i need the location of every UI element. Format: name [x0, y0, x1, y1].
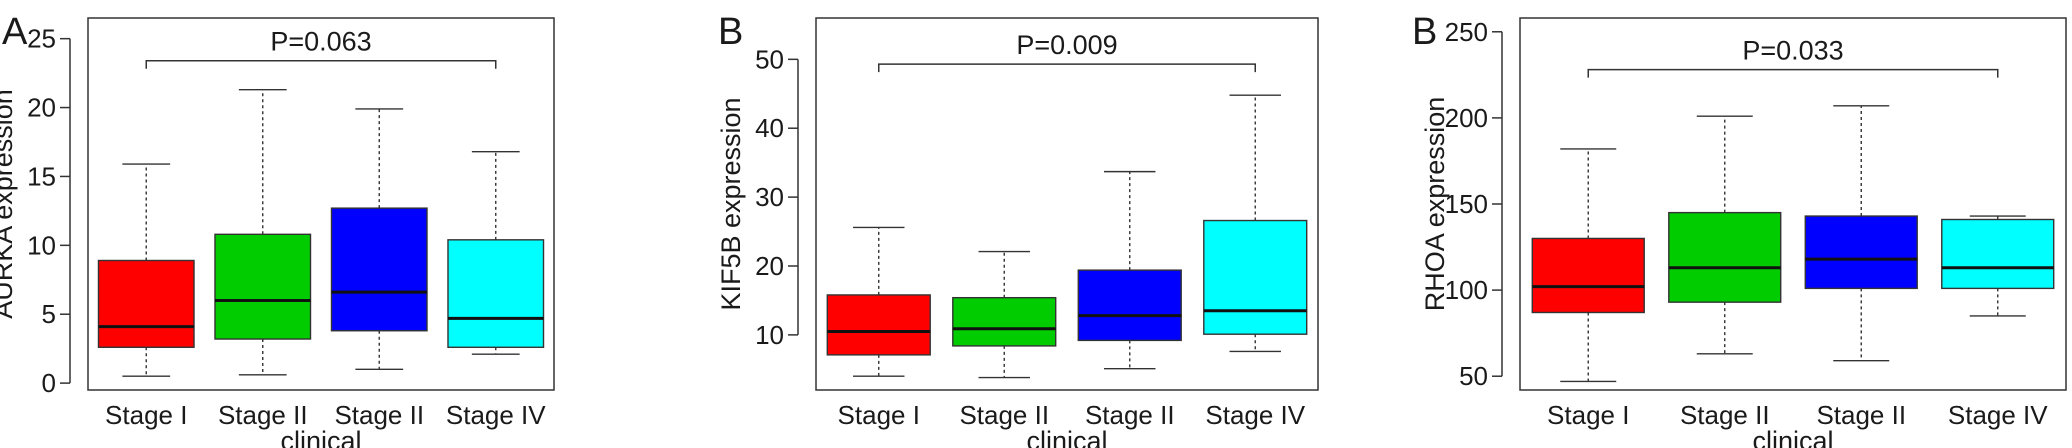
y-axis-title: AURKA expression	[0, 89, 18, 319]
box-4	[1941, 215, 2055, 317]
box-body	[447, 239, 545, 348]
box-3	[1804, 105, 1918, 362]
y-tick-label: 5	[42, 299, 56, 329]
y-tick-label: 100	[1445, 275, 1488, 305]
x-tick-label: Stage II	[218, 400, 308, 430]
y-tick-label: 30	[755, 182, 784, 212]
box-1	[97, 163, 195, 377]
box-body	[1203, 219, 1308, 335]
box-body	[1077, 269, 1182, 342]
y-tick-label: 20	[27, 93, 56, 123]
box-body	[1668, 211, 1782, 303]
x-tick-label: Stage IV	[1205, 400, 1305, 430]
box-3	[1077, 170, 1182, 370]
p-value-bracket	[878, 63, 1256, 73]
plot-frame	[87, 17, 555, 391]
panel-2: B 10 20 30 40 50 KIF5B expression Stage I Stage …	[716, 11, 1319, 448]
box-4	[447, 150, 545, 355]
box-body	[214, 233, 312, 340]
x-axis-title: clinical	[280, 426, 361, 448]
y-tick-label: 150	[1445, 189, 1488, 219]
box-body	[97, 259, 195, 348]
panel-letter: B	[1412, 11, 1437, 53]
y-tick-label: 250	[1445, 17, 1488, 47]
y-tick-label: 50	[755, 44, 784, 74]
box-body	[826, 294, 931, 356]
box-body	[952, 296, 1057, 347]
box-1	[1531, 148, 1645, 383]
p-value-bracket	[1587, 68, 1999, 78]
y-tick-label: 25	[27, 24, 56, 54]
y-tick-label: 15	[27, 161, 56, 191]
x-tick-label: Stage II	[334, 400, 424, 430]
panel-1: A 0 5 10 15 20 25 AURKA expression Stage I Stage …	[0, 11, 555, 448]
x-tick-label: Stage II	[959, 400, 1049, 430]
plot-frame	[815, 17, 1319, 391]
x-axis-title: clinical	[1752, 426, 1833, 448]
x-tick-label: Stage I	[1547, 400, 1629, 430]
y-tick-label: 50	[1459, 361, 1488, 391]
x-tick-label: Stage I	[838, 400, 920, 430]
box-3	[330, 108, 428, 371]
box-1	[826, 226, 931, 377]
plot-frame	[1519, 17, 2067, 391]
x-tick-label: Stage I	[105, 400, 187, 430]
box-2	[214, 88, 312, 376]
y-tick-label: 20	[755, 251, 784, 281]
box-4	[1203, 94, 1308, 353]
p-value-label: P=0.009	[1016, 30, 1117, 60]
x-axis-title: clinical	[1026, 426, 1107, 448]
box-2	[952, 250, 1057, 379]
box-body	[1531, 237, 1645, 314]
x-tick-label: Stage IV	[1948, 400, 2048, 430]
y-tick-label: 10	[27, 230, 56, 260]
box-2	[1668, 115, 1782, 355]
y-tick-label: 0	[42, 368, 56, 398]
y-tick-label: 10	[755, 320, 784, 350]
x-tick-label: Stage IV	[446, 400, 546, 430]
x-tick-label: Stage II	[1085, 400, 1175, 430]
panel-3: B 50 100 150 200 250 RHOA expression Stage I Sta…	[1412, 11, 2067, 448]
box-body	[1941, 218, 2055, 290]
panel-letter: B	[718, 11, 743, 53]
y-axis-title: KIF5B expression	[716, 97, 746, 310]
box-body	[1804, 215, 1918, 290]
box-body	[330, 207, 428, 332]
y-tick-label: 200	[1445, 103, 1488, 133]
p-value-label: P=0.033	[1742, 36, 1843, 66]
y-axis-title: RHOA expression	[1420, 97, 1450, 312]
x-tick-label: Stage II	[1816, 400, 1906, 430]
p-value-label: P=0.063	[270, 27, 371, 57]
panel-letter: A	[2, 11, 28, 53]
p-value-bracket	[145, 59, 497, 69]
y-tick-label: 40	[755, 113, 784, 143]
x-tick-label: Stage II	[1680, 400, 1770, 430]
